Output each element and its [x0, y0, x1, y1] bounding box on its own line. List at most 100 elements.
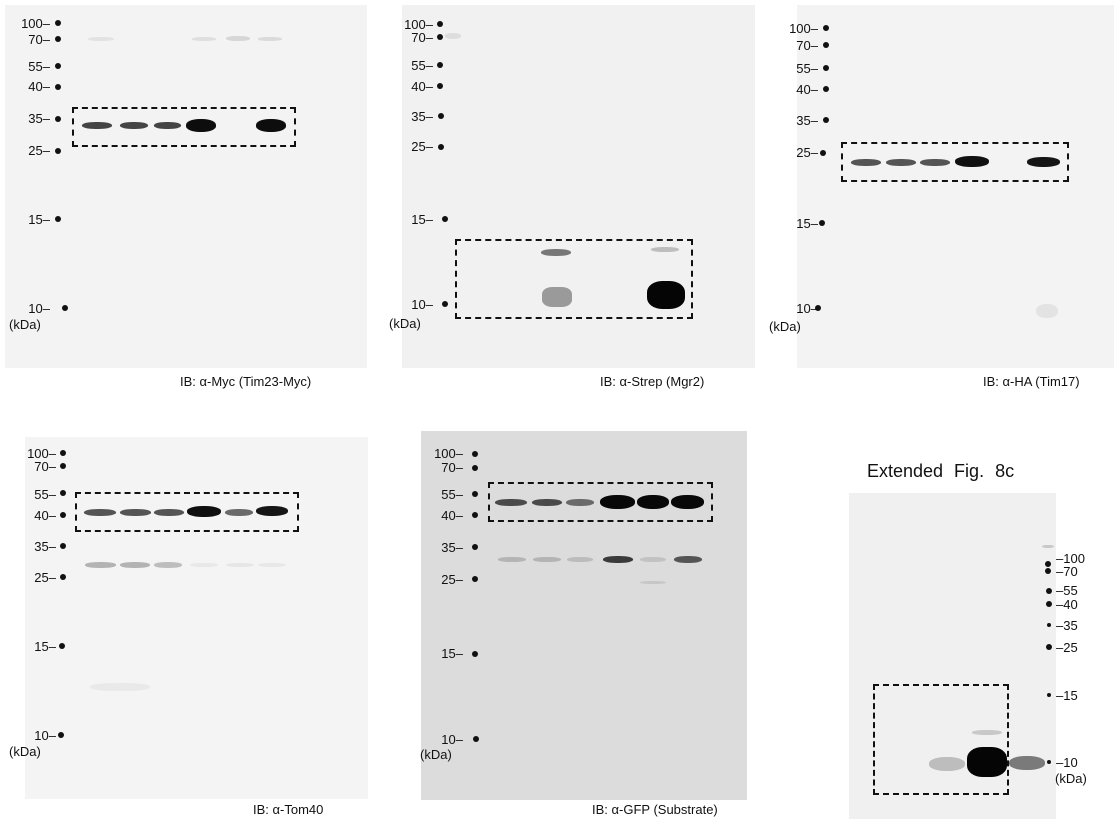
protein-band: [647, 281, 685, 309]
ladder-marker: [437, 83, 443, 89]
ladder-marker: [438, 144, 444, 150]
protein-band: [851, 159, 881, 166]
marker-label-10: –10: [1056, 755, 1078, 770]
marker-label-100: 100–: [404, 17, 433, 32]
ladder-marker: [55, 148, 61, 154]
marker-label-35: 35–: [34, 539, 56, 554]
ladder-marker: [59, 643, 65, 649]
faint-band: [533, 557, 561, 562]
ladder-marker: [437, 21, 443, 27]
unit-label: (kDa): [420, 747, 452, 762]
marker-label-100: 100–: [21, 16, 50, 31]
protein-band: [225, 509, 253, 516]
protein-band: [671, 495, 704, 509]
marker-label-10: 10–: [441, 732, 463, 747]
faint-band: [226, 563, 254, 567]
blot-membrane: [402, 5, 755, 368]
marker-label-15: 15–: [796, 216, 818, 231]
protein-band: [154, 509, 184, 516]
ladder-marker: [1047, 760, 1051, 764]
protein-band: [84, 509, 116, 516]
protein-band: [637, 495, 669, 509]
marker-label-35: 35–: [796, 113, 818, 128]
marker-label-70: –70: [1056, 564, 1078, 579]
dashed-crop-box: [455, 239, 693, 319]
marker-label-35: –35: [1056, 618, 1078, 633]
marker-label-10: 10–: [796, 301, 818, 316]
marker-label-25: 25–: [796, 145, 818, 160]
protein-band: [886, 159, 916, 166]
ladder-marker: [437, 62, 443, 68]
ladder-marker: [60, 463, 66, 469]
marker-label-55: 55–: [28, 59, 50, 74]
ladder-marker: [823, 42, 829, 48]
marker-label-40: 40–: [34, 508, 56, 523]
ladder-marker: [823, 25, 829, 31]
ladder-marker: [1046, 588, 1052, 594]
faint-band: [258, 37, 282, 41]
faint-band: [192, 37, 216, 41]
marker-label-35: 35–: [411, 109, 433, 124]
faint-band: [88, 37, 114, 41]
protein-band: [1009, 756, 1045, 770]
ladder-marker: [442, 216, 448, 222]
ladder-marker: [473, 736, 479, 742]
ladder-marker: [823, 65, 829, 71]
ladder-marker: [815, 305, 821, 311]
faint-band: [445, 33, 461, 39]
ladder-marker: [55, 84, 61, 90]
ladder-marker: [1047, 693, 1051, 697]
ladder-marker: [472, 651, 478, 657]
ladder-marker: [442, 301, 448, 307]
ladder-marker: [55, 20, 61, 26]
protein-band: [674, 556, 702, 563]
dashed-crop-box: [873, 684, 1009, 795]
ladder-marker: [60, 543, 66, 549]
protein-band: [187, 506, 221, 517]
protein-band: [154, 122, 181, 129]
ladder-marker: [55, 36, 61, 42]
panel-caption: IB: α-HA (Tim17): [983, 374, 1080, 389]
ladder-marker: [1045, 568, 1051, 574]
blot-membrane: [5, 5, 367, 368]
marker-label-70: 70–: [28, 32, 50, 47]
protein-band: [120, 509, 151, 516]
marker-label-55: 55–: [411, 58, 433, 73]
ladder-marker: [60, 450, 66, 456]
ladder-marker: [55, 216, 61, 222]
panel-caption: IB: α-GFP (Substrate): [592, 802, 718, 817]
marker-label-35: 35–: [28, 111, 50, 126]
faint-band: [498, 557, 526, 562]
marker-label-25: 25–: [441, 572, 463, 587]
ladder-marker: [820, 150, 826, 156]
ladder-marker: [60, 490, 66, 496]
dashed-crop-box: [72, 107, 296, 147]
dashed-crop-box: [75, 492, 299, 532]
faint-band: [1036, 304, 1058, 318]
ladder-marker: [472, 465, 478, 471]
protein-band: [651, 247, 679, 252]
faint-band: [154, 562, 182, 568]
unit-label: (kDa): [769, 319, 801, 334]
marker-label-55: 55–: [796, 61, 818, 76]
marker-label-70: 70–: [411, 30, 433, 45]
blot-membrane: [797, 5, 1114, 368]
ladder-marker: [472, 512, 478, 518]
marker-label-40: –40: [1056, 597, 1078, 612]
protein-band: [920, 159, 950, 166]
marker-label-40: 40–: [441, 508, 463, 523]
marker-label-100: –100: [1056, 551, 1085, 566]
ladder-marker: [472, 544, 478, 550]
protein-band: [967, 747, 1007, 777]
ladder-marker: [60, 574, 66, 580]
protein-band: [532, 499, 562, 506]
ladder-marker: [58, 732, 64, 738]
ladder-marker: [60, 512, 66, 518]
ladder-marker: [823, 117, 829, 123]
ladder-marker: [62, 305, 68, 311]
marker-label-40: 40–: [796, 82, 818, 97]
marker-label-70: 70–: [34, 459, 56, 474]
marker-label-55: 55–: [34, 487, 56, 502]
marker-label-10: 10–: [28, 301, 50, 316]
panel-caption: IB: α-Strep (Mgr2): [600, 374, 705, 389]
